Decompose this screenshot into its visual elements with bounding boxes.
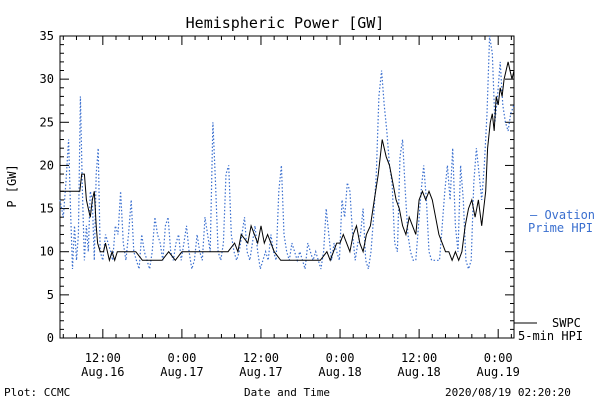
legend-ovation-label-1: — Ovation xyxy=(530,208,595,222)
y-tick-label: 25 xyxy=(40,115,54,129)
x-tick-label-date: Aug.17 xyxy=(239,365,282,379)
legend-swpc-label-2: 5-min HPI xyxy=(518,329,583,343)
y-axis: 0 5 10 15 20 25 30 35 xyxy=(40,29,514,345)
series-line-swpc xyxy=(60,61,515,263)
series-layer xyxy=(59,35,515,272)
y-tick-label: 5 xyxy=(47,288,54,302)
footer-credit: Plot: CCMC xyxy=(4,386,70,399)
x-tick-label-date: Aug.17 xyxy=(160,365,203,379)
x-tick-label-time: 12:00 xyxy=(243,351,279,365)
legend-swpc-label-1: SWPC xyxy=(552,316,581,330)
x-tick-label-date: Aug.16 xyxy=(81,365,124,379)
y-tick-label: 10 xyxy=(40,245,54,259)
legend-ovation-label-2: Prime HPI xyxy=(528,221,593,235)
plot-frame xyxy=(59,35,515,339)
x-tick-label-time: 0:00 xyxy=(484,351,513,365)
y-tick-label: 15 xyxy=(40,202,54,216)
x-axis: 12:00Aug.160:00Aug.1712:00Aug.170:00Aug.… xyxy=(62,36,520,379)
x-tick-label-date: Aug.18 xyxy=(318,365,361,379)
y-axis-label: P [GW] xyxy=(5,164,19,207)
series-line-ovation-prime xyxy=(59,35,515,272)
y-tick-label: 35 xyxy=(40,29,54,43)
x-tick-label-time: 0:00 xyxy=(167,351,196,365)
legend-ovation: — Ovation Prime HPI xyxy=(528,208,595,235)
x-tick-label-date: Aug.18 xyxy=(397,365,440,379)
x-tick-label-time: 0:00 xyxy=(326,351,355,365)
x-tick-label-time: 12:00 xyxy=(85,351,121,365)
footer-timestamp: 2020/08/19 02:20:20 xyxy=(445,386,571,399)
y-tick-label: 20 xyxy=(40,158,54,172)
x-tick-label-time: 12:00 xyxy=(401,351,437,365)
legend-swpc: SWPC 5-min HPI xyxy=(514,316,583,343)
chart-title: Hemispheric Power [GW] xyxy=(186,14,385,32)
x-tick-label-date: Aug.19 xyxy=(477,365,520,379)
y-tick-label: 0 xyxy=(47,331,54,345)
footer-axis-title: Date and Time xyxy=(244,386,330,399)
y-tick-label: 30 xyxy=(40,72,54,86)
